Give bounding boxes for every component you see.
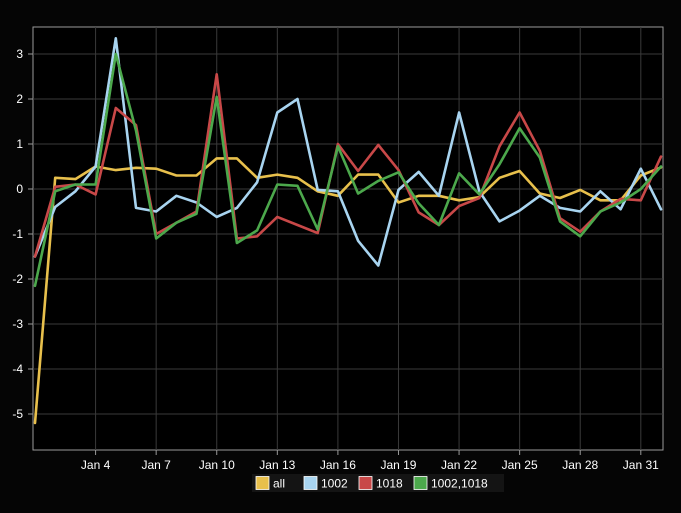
x-tick-label: Jan 22: [441, 458, 477, 472]
y-tick-label: -1: [12, 227, 23, 241]
y-tick-label: -5: [12, 407, 23, 421]
legend-label: 1002: [321, 477, 348, 491]
legend-swatch: [255, 476, 270, 490]
series-lines: [33, 36, 663, 425]
y-tick-label: 0: [16, 182, 23, 196]
legend-label: all: [273, 477, 285, 491]
y-tick-label: 3: [16, 47, 23, 61]
legend-swatch: [413, 476, 428, 490]
y-tick-label: -2: [12, 272, 23, 286]
y-tick-label: 2: [16, 92, 23, 106]
x-tick-label: Jan 7: [141, 458, 171, 472]
x-tick-label: Jan 31: [623, 458, 659, 472]
x-tick-label: Jan 10: [199, 458, 235, 472]
x-tick-label: Jan 13: [259, 458, 295, 472]
legend-item[interactable]: 1018: [358, 476, 403, 491]
series-line-1002-1018: [33, 52, 663, 288]
x-axis-ticks: Jan 4 Jan 7 Jan 10 Jan 13 Jan 16 Jan 19 Jan 22…: [81, 450, 659, 472]
legend-item[interactable]: 1002,1018: [413, 476, 488, 491]
x-tick-label: Jan 4: [81, 458, 111, 472]
y-tick-label: -4: [12, 362, 23, 376]
x-tick-label: Jan 19: [380, 458, 416, 472]
legend-item[interactable]: 1002: [303, 476, 348, 491]
x-tick-label: Jan 16: [320, 458, 356, 472]
series-line-all: [33, 157, 663, 425]
x-tick-label: Jan 28: [562, 458, 598, 472]
legend-label: 1002,1018: [431, 477, 488, 491]
plot-area: [32, 26, 664, 451]
legend[interactable]: all 1002 1018 1002,1018: [252, 474, 504, 492]
legend-swatch: [358, 476, 373, 490]
x-tick-label: Jan 25: [502, 458, 538, 472]
legend-item[interactable]: all: [255, 476, 285, 491]
y-tick-label: -3: [12, 317, 23, 331]
y-tick-label: 1: [16, 137, 23, 151]
legend-label: 1018: [376, 477, 403, 491]
y-axis-ticks: 3 2 1 0 -1 -2 -3 -4 -5: [12, 47, 33, 421]
legend-swatch: [303, 476, 318, 490]
